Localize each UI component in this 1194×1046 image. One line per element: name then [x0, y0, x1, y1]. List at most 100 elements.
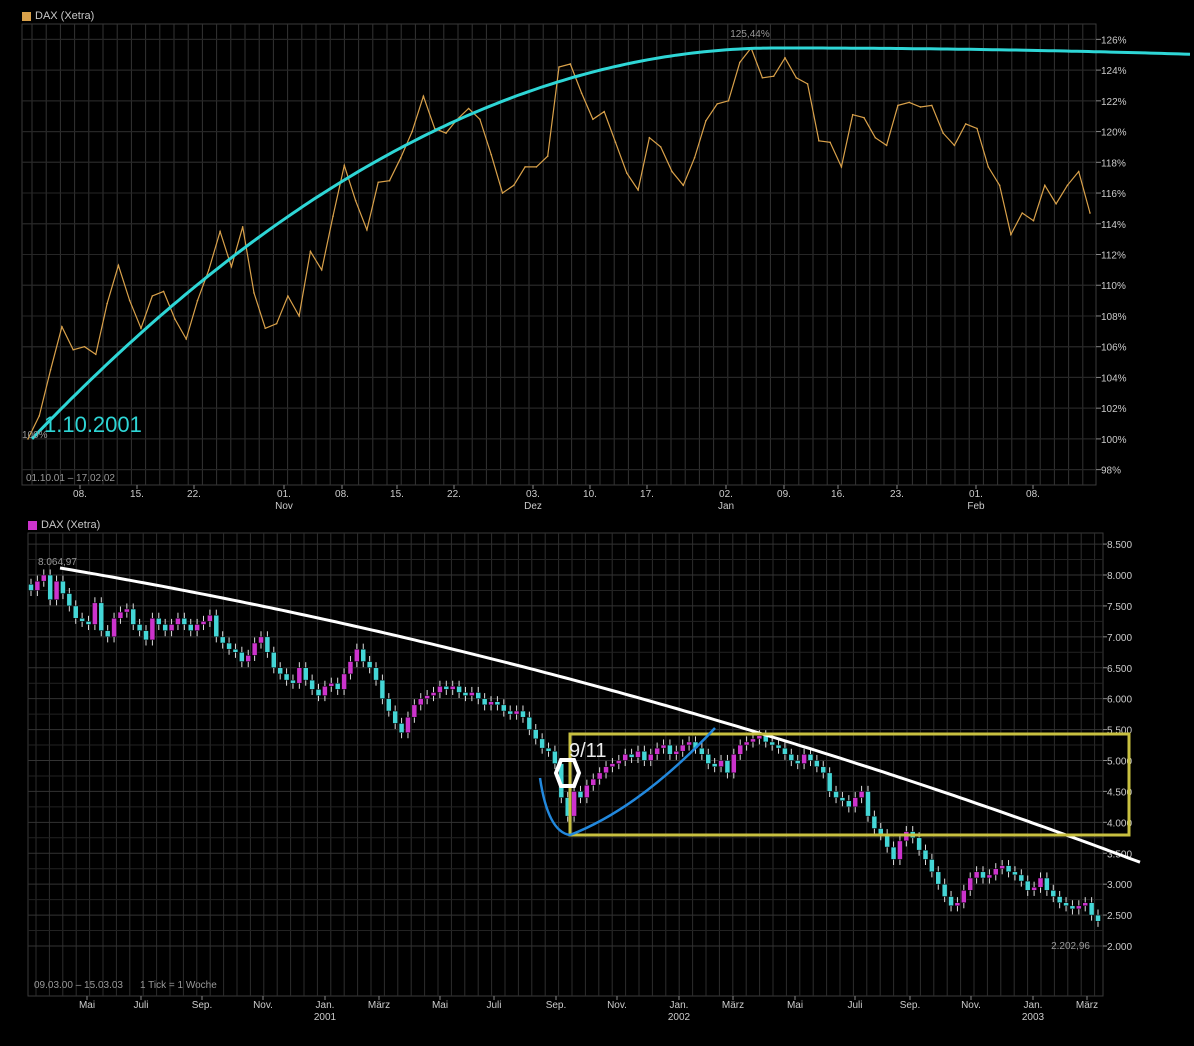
candle-body: [296, 667, 303, 684]
candle-body: [865, 791, 871, 817]
bottom-x-tick-label: Mai: [79, 1000, 95, 1011]
candle-body: [897, 840, 903, 860]
top-dax-point: [953, 144, 956, 147]
top-dax-point: [501, 192, 504, 194]
candle-body: [980, 871, 986, 879]
top-dax-point: [738, 61, 741, 64]
top-dax-point: [1089, 212, 1091, 214]
candle-body: [532, 729, 539, 740]
candle-body: [935, 871, 942, 885]
candle-body: [213, 614, 220, 638]
candle-body: [699, 747, 705, 755]
top-x-month-label: Feb: [967, 501, 985, 512]
top-dax-point: [185, 338, 187, 340]
candle-body: [1031, 887, 1037, 891]
candle-body: [251, 642, 258, 656]
candle-body: [711, 763, 718, 767]
top-dax-point: [693, 156, 696, 159]
candle-body: [143, 630, 149, 641]
candle-body: [98, 602, 105, 631]
top-dax-point: [987, 166, 990, 168]
top-dax-point: [863, 116, 865, 119]
bottom-legend-swatch: [28, 520, 37, 530]
candle-body: [443, 686, 450, 690]
candle-body: [430, 692, 437, 696]
bottom-y-tick-label: 5.500: [1107, 726, 1132, 737]
candle-body: [334, 682, 341, 690]
candle-body: [890, 846, 897, 860]
top-x-tick-label: 08.: [1026, 489, 1040, 500]
top-dax-point: [885, 144, 888, 147]
top-x-tick-label: 16.: [831, 489, 845, 500]
candle-body: [756, 735, 763, 740]
candle-body: [309, 679, 315, 690]
candle-body: [1069, 905, 1076, 910]
bottom-y-tick-label: 3.000: [1107, 880, 1132, 891]
top-dax-point: [298, 315, 300, 317]
candle-body: [967, 877, 973, 891]
candle-body: [437, 686, 443, 693]
candle-body: [654, 747, 660, 755]
top-dax-point: [106, 302, 108, 305]
candle-body: [277, 667, 283, 675]
candle-body: [769, 741, 775, 746]
top-dax-point: [479, 118, 481, 121]
candle-body: [111, 618, 117, 638]
candle-body: [737, 744, 743, 755]
candle-body: [1063, 902, 1069, 907]
top-x-tick-label: 09.: [777, 489, 791, 500]
candle-body: [239, 652, 245, 662]
candle-body: [1012, 871, 1018, 876]
top-dax-point: [513, 184, 515, 187]
candle-body: [219, 636, 226, 644]
top-dax-point: [377, 181, 380, 184]
bottom-x-tick-label: Mai: [432, 1000, 448, 1011]
candle-body: [245, 655, 251, 662]
top-dax-point: [648, 136, 651, 139]
bottom-x-year-label: 2002: [668, 1012, 691, 1023]
top-dax-point: [1077, 170, 1080, 173]
top-y-tick-label: 126%: [1101, 35, 1127, 46]
candle-body: [782, 747, 788, 755]
top-dax-point: [241, 226, 244, 228]
candle-body: [539, 738, 545, 749]
top-dax-point: [772, 75, 775, 78]
top-dax-point: [196, 299, 199, 302]
candle-body: [596, 772, 603, 780]
top-dax-point: [128, 299, 131, 302]
candle-body: [775, 744, 782, 749]
candle-body: [584, 784, 590, 798]
bottom-x-tick-label: März: [722, 1000, 744, 1011]
top-date-annotation: 1.10.2001: [44, 412, 142, 437]
top-trend-curve: [30, 46, 1191, 440]
top-dax-point: [72, 348, 74, 351]
candle-body: [92, 602, 98, 625]
candle-body: [341, 673, 347, 690]
top-legend-label: DAX (Xetra): [35, 10, 95, 22]
top-legend: DAX (Xetra): [22, 10, 94, 22]
bottom-y-tick-label: 4.000: [1107, 818, 1132, 829]
top-dax-point: [207, 269, 210, 271]
top-y-tick-label: 116%: [1101, 189, 1126, 200]
bottom-x-tick-label: Nov.: [607, 1000, 627, 1011]
top-dax-point: [162, 290, 165, 293]
top-y-tick-label: 122%: [1101, 97, 1127, 108]
top-dax-point: [1066, 184, 1069, 187]
candle-body: [545, 747, 552, 752]
top-dax-point: [659, 146, 662, 148]
top-x-tick-label: 15.: [390, 489, 404, 500]
candle-body: [481, 698, 488, 706]
candle-body: [884, 834, 890, 848]
top-legend-swatch: [22, 11, 31, 21]
candle-body: [283, 673, 290, 681]
top-dax-point: [806, 83, 809, 85]
top-dax-point: [38, 415, 41, 417]
candle-body: [941, 883, 948, 897]
candle-body: [820, 766, 827, 774]
top-dax-point: [524, 166, 526, 168]
top-dax-point: [964, 123, 967, 125]
candle-body: [801, 754, 807, 764]
candle-body: [302, 667, 309, 681]
top-dax-point: [49, 368, 52, 371]
candle-body: [501, 704, 507, 712]
